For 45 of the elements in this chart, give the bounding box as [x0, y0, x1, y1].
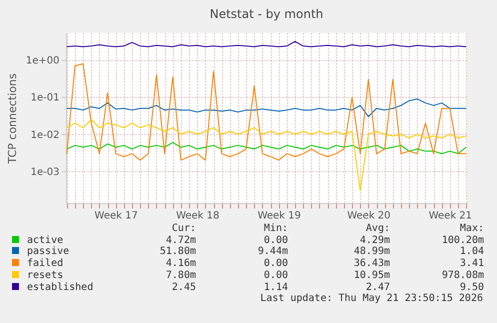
text: 9.50 — [458, 282, 484, 294]
x-tick-label: Week 18 — [176, 210, 220, 222]
text: 2.45 — [170, 282, 196, 294]
text: 0.00 — [262, 258, 288, 270]
y-tick-label: 1e+00 — [26, 56, 60, 67]
legend-label: passive — [26, 246, 70, 258]
line-series — [66, 119, 467, 192]
text: 1.04 — [458, 246, 484, 258]
y-tick-label: 1e-02 — [30, 130, 60, 141]
legend-label: established — [26, 282, 94, 294]
text: 1.14 — [262, 282, 288, 294]
x-tick-label: Week 19 — [258, 210, 301, 222]
text: 9.44m — [256, 246, 288, 258]
text: Cur: — [170, 223, 196, 235]
x-tick-label: Week 21 — [428, 210, 472, 222]
text: 0.00 — [262, 234, 288, 246]
text: Min: — [262, 223, 288, 235]
legend-label: resets — [26, 270, 64, 282]
x-tick-label: Week 20 — [347, 210, 391, 222]
text: 51.80m — [158, 246, 196, 258]
text: 978.08m — [440, 270, 484, 282]
text: 7.80m — [164, 270, 196, 282]
legend-label: active — [26, 234, 64, 246]
x-tick-label: Week 17 — [94, 210, 138, 222]
line-series — [66, 63, 467, 161]
text: Max: — [458, 223, 484, 235]
text: 10.95m — [352, 270, 390, 282]
y-tick-label: 1e-01 — [30, 92, 60, 104]
y-tick-label: 1e-03 — [30, 166, 60, 178]
text: 4.16m — [164, 258, 196, 270]
line-series — [66, 98, 467, 118]
text: 0.00 — [262, 270, 288, 282]
text: 2.47 — [364, 282, 390, 294]
legend-label: failed — [26, 258, 64, 270]
line-series — [66, 142, 467, 154]
text: 4.72m — [164, 234, 196, 246]
text: Avg: — [364, 223, 390, 235]
text: Last update: Thu May 21 23:50:15 2026 — [260, 293, 483, 304]
chart-title: Netstat - by month — [210, 7, 324, 21]
text: 36.43m — [352, 258, 390, 270]
text: 48.99m — [352, 246, 390, 258]
text: 3.41 — [458, 258, 484, 270]
text: 100.20m — [440, 234, 484, 246]
text: 4.29m — [358, 234, 390, 246]
y-axis-title: TCP connections — [6, 73, 19, 165]
